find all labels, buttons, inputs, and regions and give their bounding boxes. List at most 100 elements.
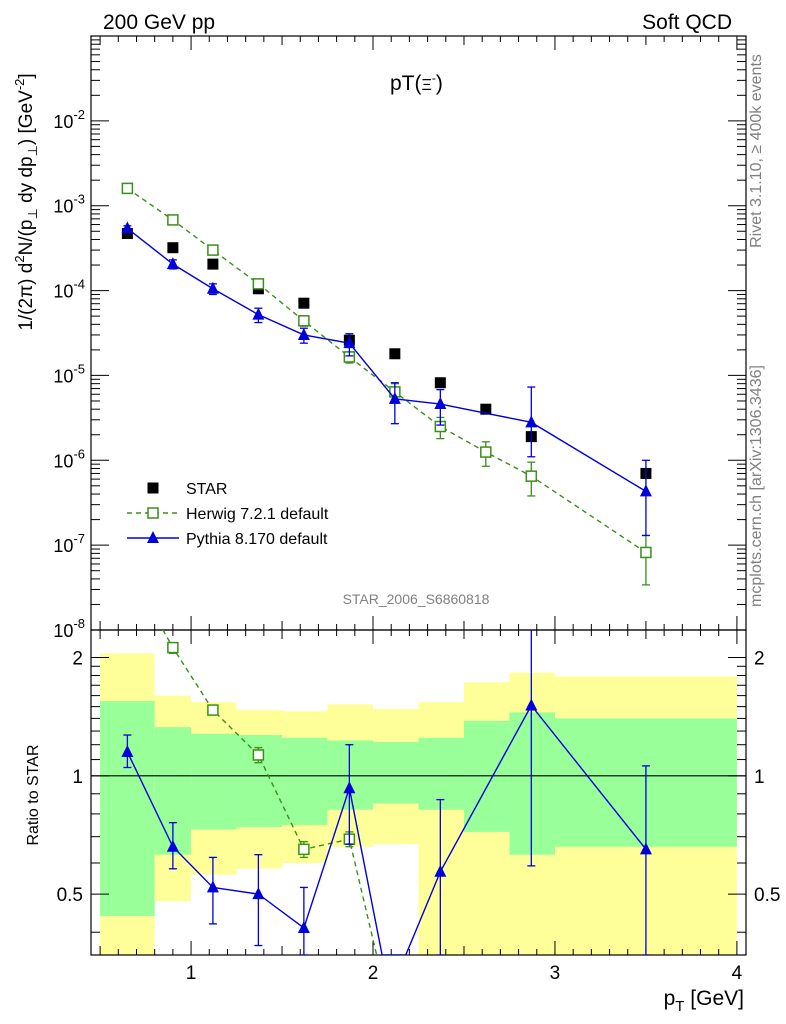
- ylabel-part-2: N/(p: [16, 220, 37, 256]
- ratio-series: [121, 630, 652, 955]
- x-tick-label: 3: [550, 963, 561, 984]
- band-inner-bin: [191, 733, 237, 830]
- x-tick-label: 4: [732, 963, 743, 984]
- xlabel-part-0: p: [664, 987, 676, 1010]
- pythia-main-point: [166, 257, 179, 270]
- herwig-main-point: [252, 278, 265, 290]
- main-y-tick-label: 10-7: [53, 531, 85, 556]
- legend: STAR Herwig 7.2.1 default Pythia 8.170 d…: [127, 481, 329, 548]
- pythia-ratio-point: [166, 839, 179, 852]
- star-main-point: [298, 297, 310, 309]
- x-axis-label: pT [GeV]: [664, 987, 744, 1015]
- axes-ticks: 1 2 3 410-810-710-610-510-410-310-20.5 0.51 1…: [53, 36, 780, 984]
- star-main-point: [167, 242, 179, 254]
- band-inner-bin: [282, 737, 328, 825]
- pythia-main-point: [434, 397, 447, 410]
- herwig-main-point: [121, 182, 134, 195]
- header-right: Soft QCD: [642, 11, 732, 34]
- band-inner-bin: [373, 741, 419, 804]
- main-y-tick-label: 10-8: [53, 616, 85, 641]
- main-series: [121, 182, 652, 586]
- pythia-ratio-point: [252, 887, 265, 900]
- band-inner-bin: [100, 701, 155, 916]
- x-tick-label: 2: [368, 963, 379, 984]
- pythia-main-point: [252, 307, 265, 320]
- main-y-tick-label: 10-4: [53, 277, 85, 302]
- pythia-ratio-point: [525, 698, 538, 711]
- herwig-main-series: [121, 182, 652, 586]
- pythia-main-point: [206, 281, 219, 294]
- pythia-main-series: [121, 221, 652, 537]
- band-inner-bin: [418, 737, 464, 810]
- main-y-tick-label: 10-6: [53, 446, 85, 471]
- ratio-y-tick-label-left: 1: [72, 767, 83, 788]
- legend-markers: [127, 482, 179, 543]
- ylabel-part-4: dy dp: [16, 156, 37, 208]
- pythia-ratio-point: [121, 744, 134, 757]
- star-main-point: [480, 403, 492, 415]
- plot-frames: [90, 35, 747, 956]
- data-series: [121, 182, 652, 955]
- star-main-point: [121, 228, 133, 240]
- pythia-main-line: [126, 227, 647, 492]
- y-tick-exp: -8: [73, 616, 85, 631]
- band-inner-bin: [327, 740, 374, 810]
- main-y-tick-label: 10-3: [53, 192, 85, 217]
- plot-title-sup: -: [432, 71, 436, 85]
- y-tick-base: 10: [53, 197, 73, 217]
- pythia-ratio-point: [297, 920, 310, 933]
- ratio-bands: [91, 653, 746, 955]
- legend-star-marker: [147, 482, 159, 494]
- y-tick-base: 10: [53, 451, 73, 471]
- y-tick-exp: -7: [73, 531, 85, 546]
- plot-title-close: ): [436, 72, 443, 95]
- legend-pythia-label: Pythia 8.170 default: [186, 531, 328, 548]
- legend-pythia-marker: [147, 531, 159, 543]
- ylabel-part-1: 2: [12, 255, 27, 262]
- main-y-tick-label: 10-5: [53, 361, 85, 386]
- ratio-y-tick-label-left: 2: [72, 649, 83, 670]
- y-tick-base: 10: [53, 536, 73, 556]
- star-main-series: [121, 228, 652, 479]
- pythia-ratio-point: [434, 864, 447, 877]
- ylabel-part-0: 1/(2π) d: [16, 263, 37, 331]
- pythia-ratio-series: [121, 630, 652, 955]
- analysis-id: STAR_2006_S6860818: [343, 591, 490, 607]
- y-tick-exp: -5: [73, 361, 85, 376]
- main-y-tick-label: 10-2: [53, 107, 85, 132]
- y-tick-base: 10: [53, 621, 73, 641]
- ratio-y-tick-label-right: 1: [754, 767, 765, 788]
- star-main-point: [389, 348, 401, 360]
- ratio-y-axis-label: Ratio to STAR: [25, 744, 42, 845]
- herwig-main-line: [126, 187, 647, 554]
- ylabel-part-6: ) [GeV: [16, 90, 37, 145]
- rivet-label: Rivet 3.1.10, ≥ 400k events: [748, 54, 765, 248]
- pythia-ratio-point: [639, 842, 652, 855]
- pythia-ratio-point: [206, 880, 219, 893]
- herwig-main-point: [167, 214, 179, 226]
- ratio-plot-frame: [90, 629, 747, 956]
- header-left: 200 GeV pp: [103, 11, 215, 34]
- band-inner-bin: [509, 712, 555, 855]
- pythia-main-point: [525, 415, 538, 428]
- herwig-main-point: [480, 446, 492, 458]
- ylabel-part-3: ⊥: [25, 208, 40, 219]
- herwig-ratio-point: [252, 749, 265, 761]
- ratio-y-tick-label-right: 0.5: [754, 885, 780, 906]
- pythia-main-point: [343, 336, 356, 349]
- pythia-main-point: [121, 221, 134, 234]
- pythia-ratio-point: [343, 781, 356, 794]
- herwig-ratio-point: [207, 704, 219, 716]
- y-tick-exp: -3: [73, 192, 85, 207]
- plot-title-particle: Ξ: [422, 77, 432, 94]
- mcplots-label: mcplots.cern.ch [arXiv:1306.3436]: [748, 365, 765, 607]
- main-y-axis-label: 1/(2π) d2N/(p⊥ dy dp⊥) [GeV-2]: [12, 73, 40, 330]
- herwig-ratio-point: [167, 641, 179, 654]
- plot-title: pT(Ξ-): [390, 71, 443, 95]
- legend-herwig-label: Herwig 7.2.1 default: [186, 506, 329, 523]
- herwig-ratio-point: [298, 843, 310, 856]
- plot-title-main: pT(: [390, 72, 422, 95]
- star-main-point: [434, 377, 446, 389]
- pythia-main-point: [388, 391, 401, 404]
